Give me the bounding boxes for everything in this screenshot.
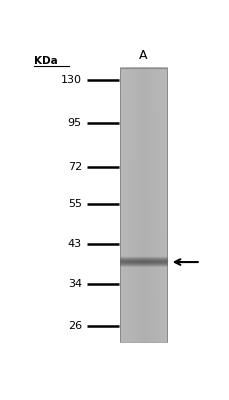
Text: 72: 72 — [68, 162, 82, 172]
Text: 34: 34 — [68, 279, 82, 289]
Text: 26: 26 — [68, 321, 82, 331]
Text: 43: 43 — [68, 238, 82, 248]
Text: 130: 130 — [61, 75, 82, 85]
Text: KDa: KDa — [34, 56, 58, 66]
Text: 55: 55 — [68, 198, 82, 208]
Bar — [120, 68, 167, 342]
Text: 95: 95 — [68, 118, 82, 128]
Text: A: A — [139, 49, 147, 62]
